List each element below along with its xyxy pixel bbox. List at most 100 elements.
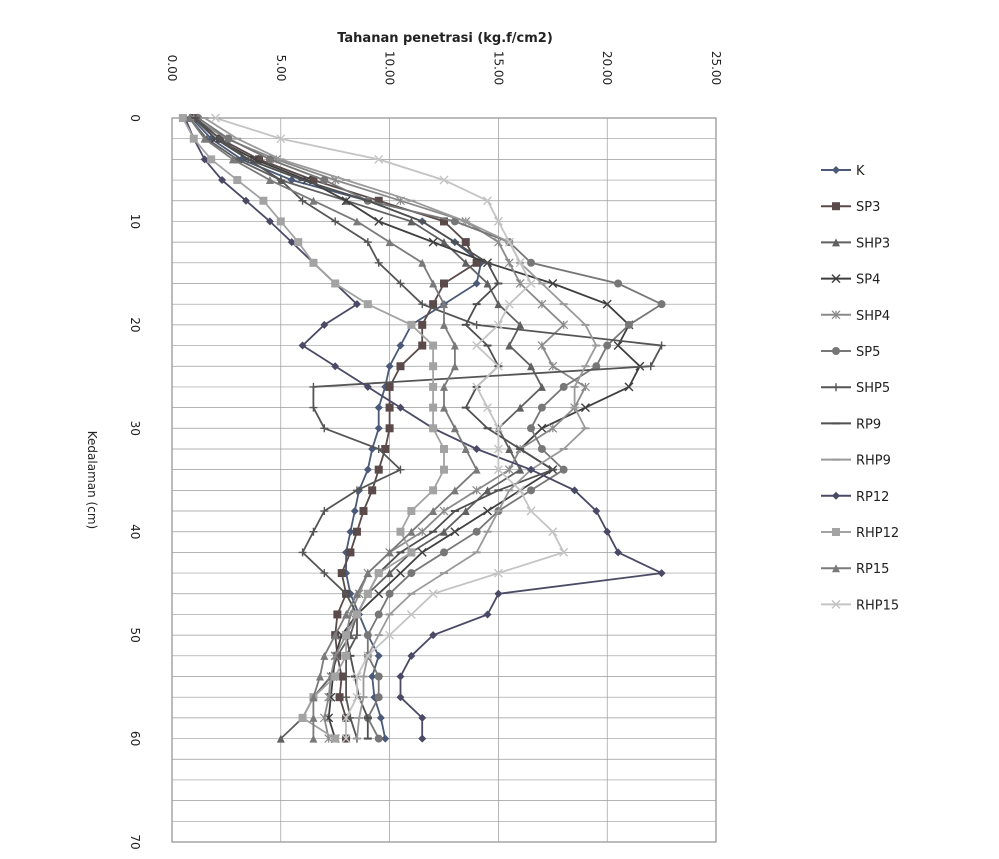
data-point-shp5 (331, 217, 340, 226)
legend-item-rhp9: RHP9 (821, 454, 891, 469)
data-point-rhp12 (429, 486, 438, 495)
data-point-k (376, 713, 385, 722)
data-point-shp4 (504, 465, 514, 475)
data-point-rp12 (429, 631, 438, 640)
legend-label: RP12 (856, 490, 889, 505)
data-point-sp5 (320, 176, 329, 185)
data-point-rp15 (450, 341, 459, 350)
data-point-sp4 (537, 423, 547, 433)
data-point-rp15 (440, 403, 448, 412)
data-point-rp12 (287, 238, 296, 247)
data-point-rhp15 (374, 154, 384, 164)
data-point-rhp15 (439, 175, 449, 185)
data-point-rp12 (352, 300, 361, 309)
x-tick-label: 10.00 (383, 51, 397, 85)
series-rhp15 (211, 113, 569, 744)
data-point-rhp15 (493, 361, 503, 371)
data-point-rhp12 (363, 589, 372, 598)
data-point-sp3 (385, 403, 394, 412)
data-point-sp4 (341, 196, 351, 206)
data-point-rp15 (315, 672, 324, 681)
data-point-rhp15 (559, 547, 569, 557)
data-point-sp3 (381, 444, 390, 453)
legend-label: RHP9 (856, 454, 891, 469)
y-tick-label: 10 (128, 214, 142, 229)
data-point-rhp15 (428, 589, 438, 599)
y-tick-label: 70 (128, 834, 142, 849)
data-point-sp5 (592, 362, 601, 371)
data-point-rhp15 (515, 485, 525, 495)
data-point-sp3 (396, 362, 405, 371)
legend-label: RP9 (856, 417, 881, 432)
data-point-rp15 (385, 548, 394, 557)
data-point-shp5 (309, 403, 318, 412)
data-point-sp5 (537, 444, 546, 453)
data-point-shp5 (342, 589, 351, 598)
series-sp5 (194, 114, 666, 743)
legend-marker (832, 166, 840, 174)
data-point-k (385, 362, 394, 371)
data-point-rp15 (440, 382, 448, 391)
legend-marker (831, 310, 841, 320)
legend-item-shp3: SHP3 (821, 236, 890, 251)
legend-marker (832, 491, 840, 500)
data-point-sp4 (324, 713, 334, 723)
data-point-rhp12 (440, 465, 448, 474)
data-point-shp4 (472, 485, 482, 495)
data-point-sp5 (374, 693, 383, 702)
data-point-rp12 (241, 196, 250, 205)
data-point-rhp12 (207, 155, 216, 164)
legend-item-sp5: SP5 (821, 345, 880, 360)
legend-marker (832, 347, 840, 355)
data-point-sp3 (385, 424, 394, 433)
data-point-k (396, 341, 405, 350)
data-point-rp12 (218, 176, 227, 185)
data-point-shp4 (559, 320, 569, 330)
data-point-sp4 (624, 382, 634, 392)
data-point-sp4 (602, 299, 612, 309)
data-point-rhp15 (493, 216, 503, 226)
data-point-rhp12 (407, 507, 416, 516)
legend-item-k: K (821, 164, 865, 179)
series-shp5 (191, 114, 666, 743)
data-point-shp5 (320, 569, 329, 578)
data-point-rhp12 (407, 548, 416, 557)
data-point-sp4 (450, 527, 460, 537)
data-point-shp4 (324, 692, 334, 702)
data-point-shp3 (483, 279, 492, 288)
data-point-rhp15 (352, 692, 362, 702)
y-tick-label: 0 (128, 114, 142, 122)
data-point-sp5 (472, 527, 481, 536)
data-point-shp3 (516, 403, 525, 412)
data-point-rp12 (603, 527, 612, 536)
legend-item-rp12: RP12 (821, 490, 889, 505)
data-point-sp5 (363, 631, 372, 640)
legend-label: SHP5 (856, 381, 890, 396)
x-tick-label: 15.00 (491, 51, 505, 85)
data-point-rp15 (450, 486, 459, 495)
data-point-shp3 (461, 507, 470, 516)
data-point-sp5 (374, 734, 383, 743)
data-point-sp4 (548, 278, 558, 288)
data-point-sp5 (559, 465, 568, 474)
data-point-sp4 (428, 237, 438, 247)
data-point-shp3 (537, 382, 546, 391)
data-point-sp3 (255, 155, 264, 164)
series-rhp9 (200, 117, 601, 740)
data-point-sp4 (374, 589, 384, 599)
data-point-sp3 (368, 486, 377, 495)
series-lines (178, 113, 666, 744)
data-point-rhp15 (276, 134, 286, 144)
data-point-sp4 (613, 341, 623, 351)
data-point-shp4 (548, 423, 558, 433)
data-point-sp4 (417, 547, 427, 557)
legend-label: RHP12 (856, 526, 899, 541)
data-point-rhp12 (352, 610, 361, 619)
data-point-shp3 (494, 300, 503, 309)
data-point-shp4 (504, 258, 514, 268)
data-point-rp12 (570, 486, 579, 495)
data-point-rp12 (614, 548, 623, 557)
data-point-sp3 (333, 610, 342, 619)
data-point-shp3 (483, 486, 492, 495)
data-point-sp5 (374, 672, 383, 681)
